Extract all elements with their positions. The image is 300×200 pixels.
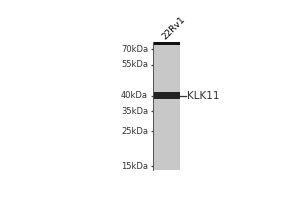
Bar xyxy=(154,42,181,45)
Text: KLK11: KLK11 xyxy=(188,91,220,101)
Text: 55kDa: 55kDa xyxy=(121,60,148,69)
Text: 25kDa: 25kDa xyxy=(121,127,148,136)
Bar xyxy=(154,92,181,99)
Text: 22Rv1: 22Rv1 xyxy=(160,14,187,41)
Text: 40kDa: 40kDa xyxy=(121,91,148,100)
Text: 35kDa: 35kDa xyxy=(121,107,148,116)
Text: 15kDa: 15kDa xyxy=(121,162,148,171)
Bar xyxy=(154,42,181,170)
Text: 70kDa: 70kDa xyxy=(121,45,148,54)
